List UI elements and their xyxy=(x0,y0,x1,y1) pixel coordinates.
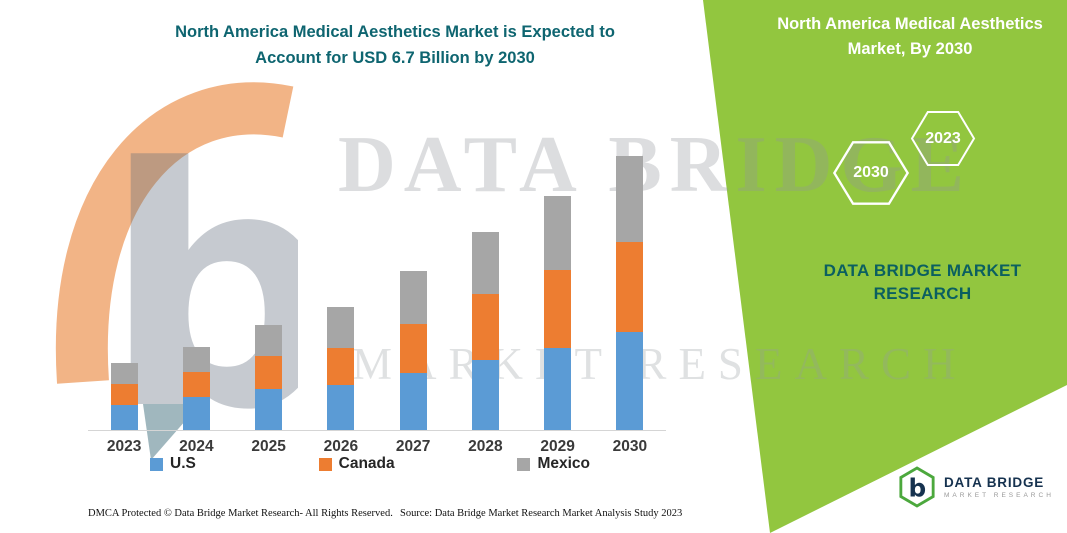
logo-text-block: DATA BRIDGE MARKET RESEARCH xyxy=(944,475,1054,499)
x-axis-label-2026: 2026 xyxy=(323,438,359,455)
bar-column-2029 xyxy=(522,196,594,430)
legend-label-us: U.S xyxy=(170,455,196,472)
watermark-text-data-bridge: DATA BRIDGE xyxy=(338,121,973,209)
bar-segment-mexico xyxy=(182,347,210,372)
x-axis-label-2023: 2023 xyxy=(106,438,142,455)
bar-column-2023 xyxy=(88,363,160,430)
bar-segment-us xyxy=(471,360,499,430)
x-axis-labels: 2023 2024 2025 2026 2027 2028 2029 2030 xyxy=(88,438,666,456)
hexagon-badge-2023: 2023 xyxy=(910,110,976,167)
bar-column-2025 xyxy=(233,325,305,430)
bar-segment-mexico xyxy=(327,307,355,348)
bar-segment-mexico xyxy=(616,156,644,242)
bar-stack-2023 xyxy=(110,363,138,430)
bar-stack-2024 xyxy=(182,347,210,430)
banner-heading: North America Medical Aesthetics Market,… xyxy=(777,15,1043,58)
bar-segment-canada xyxy=(182,372,210,397)
svg-text:b: b xyxy=(908,474,926,503)
bar-segment-us xyxy=(399,373,427,430)
bar-stack-2029 xyxy=(544,196,572,430)
banner-brand-text: DATA BRIDGE MARKET RESEARCH xyxy=(795,260,1050,306)
bar-segment-canada xyxy=(544,270,572,348)
hexagon-label-2030: 2030 xyxy=(853,164,889,181)
bar-segment-us xyxy=(544,348,572,430)
bar-stack-2026 xyxy=(327,307,355,430)
hexagon-outline-icon xyxy=(832,141,910,205)
bar-column-2026 xyxy=(305,307,377,430)
x-axis-label-2024: 2024 xyxy=(179,438,214,455)
x-axis-label-2025: 2025 xyxy=(251,438,286,455)
bars-row xyxy=(88,0,666,430)
bar-segment-mexico xyxy=(544,196,572,270)
bar-segment-us xyxy=(182,397,210,430)
bar-segment-mexico xyxy=(255,325,283,356)
bar-stack-2027 xyxy=(399,271,427,430)
logo-name: DATA BRIDGE xyxy=(944,475,1045,490)
legend-item-mexico: Mexico xyxy=(517,455,590,473)
bar-segment-canada xyxy=(399,324,427,373)
hexagon-outline-icon xyxy=(910,110,976,167)
bar-segment-canada xyxy=(255,356,283,389)
legend-label-canada: Canada xyxy=(338,455,395,472)
footer-source-text: Source: Data Bridge Market Research Mark… xyxy=(400,508,683,519)
chart-legend: U.S Canada Mexico xyxy=(150,455,590,473)
bar-segment-mexico xyxy=(471,232,499,294)
legend-item-canada: Canada xyxy=(318,455,395,473)
bar-segment-us xyxy=(110,405,138,430)
bar-column-2028 xyxy=(449,232,521,430)
bar-segment-canada xyxy=(110,384,138,405)
legend-swatch-us xyxy=(150,457,163,471)
x-axis-label-2029: 2029 xyxy=(540,438,575,455)
chart-title-line2: Account for USD 6.7 Billion by 2030 xyxy=(255,48,535,67)
bar-stack-2025 xyxy=(255,325,283,430)
hexagon-label-2023: 2023 xyxy=(925,129,961,147)
bar-stack-2028 xyxy=(471,232,499,430)
legend-swatch-canada xyxy=(318,457,332,471)
bar-stack-2030 xyxy=(616,156,644,430)
x-axis-label-2027: 2027 xyxy=(395,438,431,455)
watermark-text-market-research: MARKET RESEARCH xyxy=(352,339,968,389)
bar-column-2027 xyxy=(377,271,449,430)
x-axis-label-2028: 2028 xyxy=(468,438,503,455)
legend-swatch-mexico xyxy=(517,457,531,471)
data-bridge-logo: b DATA BRIDGE MARKET RESEARCH xyxy=(898,466,1054,508)
bar-column-2030 xyxy=(594,156,666,430)
banner-brand-line1: DATA BRIDGE MARKET xyxy=(823,261,1022,280)
bar-segment-us xyxy=(255,389,283,430)
chart-title-line1: North America Medical Aesthetics Market … xyxy=(175,23,615,41)
bar-segment-canada xyxy=(616,242,644,332)
bar-segment-canada xyxy=(471,294,499,360)
data-bridge-hexagon-logo-icon: b xyxy=(899,466,935,508)
bar-segment-us xyxy=(616,332,644,430)
x-axis-label-2030: 2030 xyxy=(612,438,648,455)
chart-title: North America Medical Aesthetics Market … xyxy=(120,20,670,71)
hexagon-badge-2030: 2030 xyxy=(832,140,910,206)
bar-segment-mexico xyxy=(110,363,138,384)
bar-segment-canada xyxy=(327,348,355,385)
bar-segment-us xyxy=(327,385,355,430)
logo-tagline: MARKET RESEARCH xyxy=(944,492,1054,499)
x-axis-line xyxy=(88,430,666,431)
legend-item-us: U.S xyxy=(150,455,196,473)
footer-dmca-text: DMCA Protected © Data Bridge Market Rese… xyxy=(88,508,393,519)
bar-column-2024 xyxy=(160,347,232,430)
banner-brand-line2: RESEARCH xyxy=(873,283,972,303)
legend-label-mexico: Mexico xyxy=(537,455,590,472)
bar-segment-mexico xyxy=(399,271,427,324)
